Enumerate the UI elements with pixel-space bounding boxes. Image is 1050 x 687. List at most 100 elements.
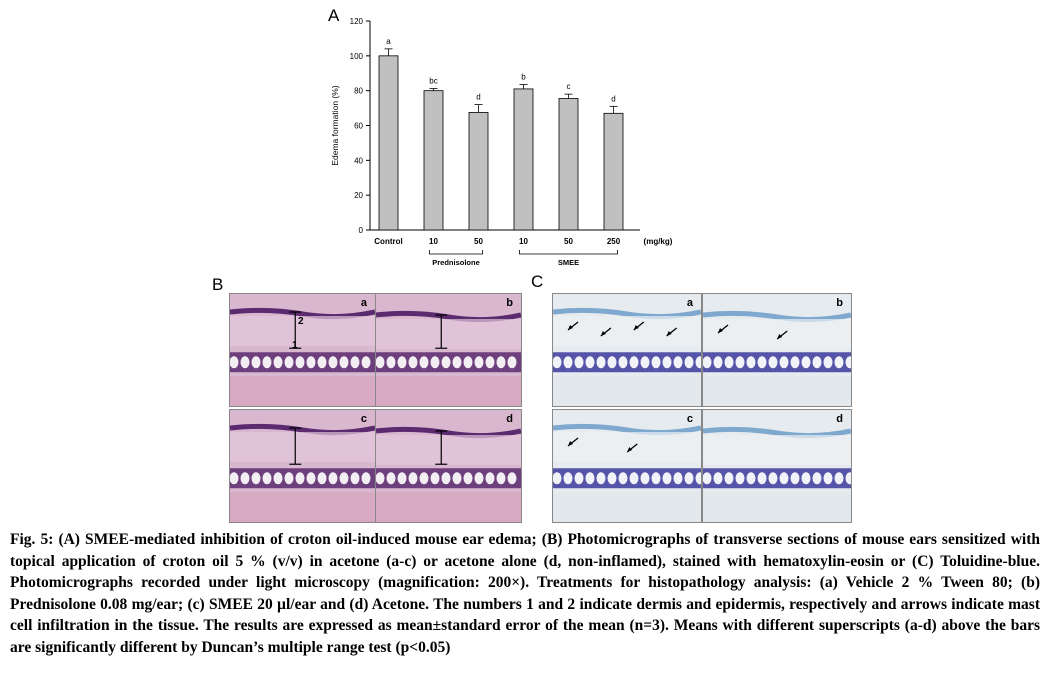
micrograph-image bbox=[230, 294, 375, 406]
fat-cell bbox=[651, 356, 661, 369]
bar bbox=[468, 112, 489, 231]
fat-cell bbox=[474, 472, 484, 485]
fat-cell bbox=[703, 472, 712, 485]
lower-tissue bbox=[553, 376, 701, 406]
arrow-head bbox=[633, 325, 639, 330]
fat-cell bbox=[496, 356, 506, 369]
lower-tissue bbox=[703, 492, 851, 522]
fat-cell bbox=[640, 356, 650, 369]
fat-cell bbox=[735, 356, 745, 369]
fat-cell bbox=[441, 356, 451, 369]
fat-cell bbox=[834, 472, 844, 485]
fat-cell bbox=[328, 472, 338, 485]
group-label: Prednisolone bbox=[432, 258, 480, 267]
superscript-label: d bbox=[476, 93, 480, 102]
fat-cell bbox=[812, 356, 822, 369]
fat-cell bbox=[629, 472, 639, 485]
epidermis-layer bbox=[703, 426, 851, 439]
fat-cell bbox=[474, 356, 484, 369]
fat-cell bbox=[768, 472, 778, 485]
fat-cell bbox=[823, 356, 833, 369]
fat-cell bbox=[317, 356, 327, 369]
fat-cell bbox=[376, 356, 385, 369]
arrow-head bbox=[666, 331, 672, 336]
lower-tissue bbox=[376, 376, 521, 406]
dermis-layer bbox=[376, 435, 521, 465]
x-tick-label: 50 bbox=[564, 237, 573, 246]
he-micrograph-c: c bbox=[229, 409, 376, 523]
fat-cell bbox=[251, 356, 261, 369]
arrow-head bbox=[600, 331, 606, 336]
fat-cell bbox=[629, 356, 639, 369]
fat-cell bbox=[574, 472, 584, 485]
fat-cell bbox=[361, 356, 371, 369]
superscript-label: a bbox=[386, 37, 391, 46]
fat-cell bbox=[596, 356, 606, 369]
he-micrograph-d: d bbox=[375, 409, 522, 523]
fat-cell bbox=[452, 356, 462, 369]
micrograph-label: d bbox=[836, 413, 843, 425]
superscript-label: d bbox=[611, 94, 615, 103]
fat-cell bbox=[463, 356, 473, 369]
dermis-layer bbox=[553, 432, 701, 462]
fat-cell bbox=[376, 472, 385, 485]
micrograph-label: b bbox=[836, 297, 843, 309]
fat-cell bbox=[553, 472, 562, 485]
fat-cell bbox=[430, 356, 440, 369]
arrow-head bbox=[568, 325, 573, 330]
fat-cell bbox=[574, 356, 584, 369]
tb-micrograph-a: a bbox=[552, 293, 702, 407]
fat-cell bbox=[746, 472, 756, 485]
epidermis-marker: 2 bbox=[298, 316, 304, 327]
dermis-layer bbox=[230, 432, 375, 462]
figure-caption: Fig. 5: (A) SMEE-mediated inhibition of … bbox=[10, 531, 1040, 656]
unit-label: (mg/kg) bbox=[644, 237, 673, 246]
fat-cell bbox=[273, 356, 283, 369]
fat-cell bbox=[585, 356, 595, 369]
bar bbox=[513, 88, 534, 231]
epidermis-layer bbox=[553, 307, 701, 320]
fat-cell bbox=[779, 472, 789, 485]
fat-cell bbox=[695, 472, 701, 485]
fat-cell bbox=[790, 472, 800, 485]
fat-cell bbox=[273, 472, 283, 485]
fat-cell bbox=[339, 356, 349, 369]
bar bbox=[378, 55, 399, 231]
fat-cell bbox=[306, 356, 316, 369]
x-tick-label: 50 bbox=[474, 237, 483, 246]
x-tick-label: 10 bbox=[519, 237, 528, 246]
micrograph-image bbox=[703, 410, 851, 522]
epidermis-layer bbox=[376, 310, 521, 323]
fat-cell bbox=[596, 472, 606, 485]
fat-cell bbox=[746, 356, 756, 369]
x-tick-label: 10 bbox=[429, 237, 438, 246]
fat-cell bbox=[662, 356, 672, 369]
fat-cell bbox=[397, 472, 407, 485]
fat-cell bbox=[262, 472, 272, 485]
micrograph-image bbox=[703, 294, 851, 406]
fat-cell bbox=[703, 356, 712, 369]
lower-tissue bbox=[703, 376, 851, 406]
dermis-layer bbox=[703, 435, 851, 465]
x-tick-label: 250 bbox=[607, 237, 621, 246]
x-tick-label: Control bbox=[374, 237, 402, 246]
dermis-layer bbox=[553, 316, 701, 346]
epidermis-layer bbox=[230, 307, 375, 320]
fat-cell bbox=[350, 356, 360, 369]
fat-cell bbox=[757, 472, 767, 485]
fat-cell bbox=[823, 472, 833, 485]
bar-chart: 0 20 40 60 80 100 120 Edema formation (%) a Contr… bbox=[330, 17, 673, 267]
fat-cell bbox=[662, 472, 672, 485]
fat-cell bbox=[485, 472, 495, 485]
panel-c-letter: C bbox=[531, 272, 544, 291]
superscript-label: bc bbox=[429, 77, 437, 86]
fat-cell bbox=[713, 472, 723, 485]
y-tick-label: 0 bbox=[359, 226, 364, 235]
fat-cell bbox=[790, 356, 800, 369]
fat-cell bbox=[684, 356, 694, 369]
fat-cell bbox=[386, 356, 396, 369]
micrograph-image bbox=[376, 410, 521, 522]
fat-cell bbox=[408, 356, 418, 369]
y-tick-label: 100 bbox=[350, 52, 364, 61]
fat-cell bbox=[695, 356, 701, 369]
